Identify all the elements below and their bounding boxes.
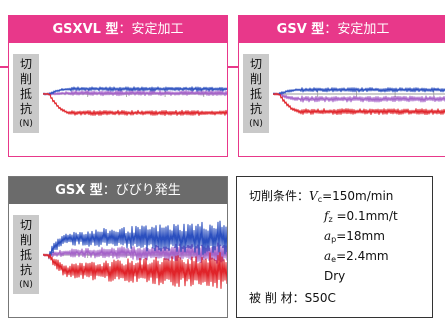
- connector-middle: [228, 66, 244, 68]
- plot-gsxvl: [43, 86, 227, 116]
- condition-ap: ap=18mm: [324, 229, 385, 247]
- condition-ae: ae=2.4mm: [324, 249, 389, 267]
- material-label: 被 削 材：: [249, 291, 305, 305]
- series-line-2: [43, 92, 227, 116]
- fz-value: =0.1mm/t: [332, 209, 398, 223]
- condition-material: 被 削 材：S50C: [249, 291, 336, 306]
- ylabel-char: 削: [19, 72, 32, 86]
- ylabel-unit: (N): [19, 280, 33, 290]
- fz-symbol: f: [324, 209, 329, 223]
- conditions-label: 切削条件：: [249, 189, 310, 203]
- series-line-1: [273, 92, 445, 103]
- ylabel-char: 抗: [19, 102, 32, 116]
- condition-coolant: Dry: [324, 269, 345, 284]
- panel-gsx-result: びびり発生: [115, 183, 181, 198]
- ylabel-char: 抗: [249, 102, 262, 116]
- material-value: S50C: [304, 291, 336, 305]
- series-line-1: [43, 242, 227, 264]
- ae-value: =2.4mm: [336, 249, 389, 263]
- panel-gsx-model: GSX 型: [55, 183, 103, 198]
- series-line-2: [273, 92, 445, 116]
- vc-value: =150m/min: [322, 189, 394, 203]
- series-line-0: [43, 220, 227, 260]
- ae-subscript: e: [331, 255, 337, 264]
- fz-subscript: z: [328, 215, 333, 224]
- panel-gsv-result: 安定加工: [337, 22, 390, 37]
- panel-gsv-header: GSV 型：安定加工: [239, 16, 445, 43]
- ylabel-char: 抗: [19, 263, 32, 277]
- panel-gsv-model: GSV 型: [276, 22, 325, 37]
- panel-gsv-ylabel: 切 削 抵 抗 (N): [243, 54, 269, 133]
- condition-fz: fz =0.1mm/t: [324, 209, 398, 227]
- ylabel-char: 切: [249, 57, 262, 71]
- panel-gsx: GSX 型：びびり発生 切 削 抵 抗 (N): [8, 176, 228, 318]
- vc-subscript: c: [317, 195, 323, 204]
- ylabel-char: 抵: [249, 87, 262, 101]
- vc-symbol: V: [309, 189, 318, 203]
- ae-symbol: a: [324, 249, 332, 263]
- ap-symbol: a: [324, 229, 332, 243]
- series-line-1: [43, 90, 227, 97]
- ylabel-char: 抵: [19, 248, 32, 262]
- plot-gsv: [273, 87, 445, 116]
- ylabel-unit: (N): [19, 119, 33, 129]
- panel-gsxvl-separator: ：: [118, 22, 132, 37]
- panel-gsx-ylabel: 切 削 抵 抗 (N): [13, 215, 39, 294]
- panel-gsxvl: GSXVL 型：安定加工 切 削 抵 抗 (N): [8, 15, 228, 157]
- ylabel-char: 抵: [19, 87, 32, 101]
- series-line-2: [43, 251, 227, 289]
- connector-left: [0, 66, 8, 68]
- panel-gsx-separator: ：: [102, 183, 116, 198]
- cutting-conditions-box: 切削条件：Vc=150m/min fz =0.1mm/t ap=18mm ae=…: [236, 176, 433, 318]
- panel-gsv-separator: ：: [324, 22, 338, 37]
- series-line-0: [43, 86, 227, 96]
- panel-gsx-header: GSX 型：びびり発生: [9, 177, 227, 204]
- plot-gsx: [43, 220, 227, 289]
- condition-vc: 切削条件：Vc=150m/min: [249, 189, 393, 207]
- ap-subscript: p: [331, 235, 337, 244]
- ap-value: =18mm: [336, 229, 385, 243]
- panel-gsxvl-result: 安定加工: [131, 22, 184, 37]
- series-line-0: [273, 87, 445, 96]
- coolant-value: Dry: [324, 269, 346, 283]
- ylabel-unit: (N): [249, 119, 263, 129]
- ylabel-char: 削: [249, 72, 262, 86]
- panel-gsxvl-header: GSXVL 型：安定加工: [9, 16, 227, 43]
- panel-gsxvl-model: GSXVL 型: [52, 22, 119, 37]
- ylabel-char: 削: [19, 233, 32, 247]
- panel-gsv: GSV 型：安定加工 切 削 抵 抗 (N): [238, 15, 445, 157]
- panel-gsxvl-ylabel: 切 削 抵 抗 (N): [13, 54, 39, 133]
- ylabel-char: 切: [19, 218, 32, 232]
- ylabel-char: 切: [19, 57, 32, 71]
